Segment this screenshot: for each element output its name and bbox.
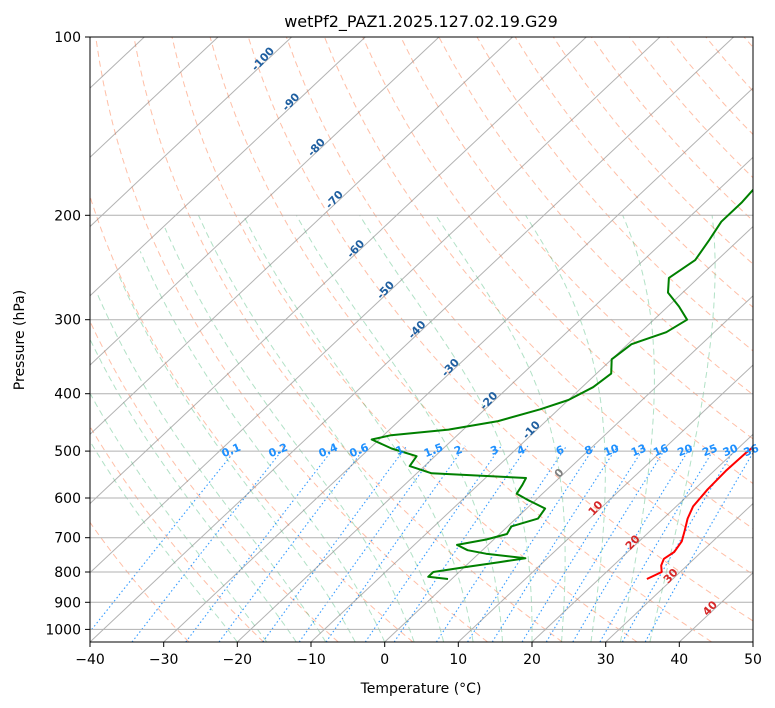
isotherm-line: [90, 37, 292, 228]
mixing-ratio-line: [491, 445, 619, 642]
dry-adiabat: [514, 37, 753, 308]
temperature-profile-line: [646, 445, 753, 580]
isotherm-line: [384, 295, 753, 642]
y-tick-label: 900: [54, 595, 81, 611]
dry-adiabat: [95, 37, 488, 642]
mixing-ratio-line: [467, 445, 596, 642]
isotherm-line: [457, 364, 753, 642]
profile-lines: [370, 188, 753, 580]
y-axis-label: Pressure (hPa): [12, 290, 28, 390]
x-tick-label: 20: [523, 652, 541, 668]
mixing-ratio-label-13: 16: [651, 441, 670, 459]
isotherm-line: [90, 37, 219, 158]
x-tick-label: 10: [449, 652, 467, 668]
mixing-ratio-line: [599, 445, 717, 642]
moist-adiabat: [619, 215, 655, 642]
plot-frame: [89, 36, 754, 643]
y-tick-label: 1000: [45, 622, 81, 638]
dry-adiabat: [90, 425, 264, 642]
x-tick-label: −10: [296, 652, 326, 668]
x-axis-ticks: −40 −30 −20 −10 0 10 20 30 40 50: [75, 642, 762, 668]
moist-adiabat: [243, 215, 474, 642]
y-tick-label: 200: [54, 208, 81, 224]
mixing-ratio-line: [325, 445, 466, 642]
mixing-ratio-label-11: 10: [602, 441, 621, 459]
moist-adiabat: [435, 215, 566, 642]
y-tick-label: 100: [54, 30, 81, 46]
chart-title: wetPf2_PAZ1.2025.127.02.19.G29: [284, 12, 558, 32]
dry-adiabat: [209, 37, 712, 642]
mixing-ratio-label-16: 30: [721, 441, 740, 459]
isotherm-line: [90, 37, 513, 435]
isotherm-line: [90, 37, 366, 297]
moist-adiabat: [649, 215, 716, 642]
x-axis-label: Temperature (°C): [360, 681, 482, 697]
mixing-ratio-line: [572, 445, 692, 642]
y-axis-ticks: 100 200 300 400 500 600 700 800 900 1000: [45, 30, 90, 638]
mixing-ratio-line: [545, 445, 668, 642]
mixing-ratio-line: [298, 445, 441, 642]
moist-adiabat: [117, 272, 356, 642]
isotherm-line: [236, 156, 753, 642]
pressure-grid: [90, 37, 753, 630]
y-tick-label: 800: [54, 565, 81, 581]
dry-adiabat: [324, 37, 753, 530]
mixing-ratio-label-4: 1: [394, 443, 406, 458]
isotherm-line: [310, 225, 753, 642]
dewpoint-profile-line: [370, 188, 753, 580]
mixing-ratio-line: [131, 445, 287, 642]
mixing-ratio-label-15: 25: [700, 442, 719, 460]
x-tick-label: 50: [744, 652, 762, 668]
y-tick-label: 500: [54, 444, 81, 460]
mixing-ratio-label-12: 13: [629, 442, 648, 460]
isotherm-line: [163, 87, 753, 642]
x-tick-label: −20: [223, 652, 253, 668]
x-tick-label: 40: [670, 652, 688, 668]
moist-adiabat: [90, 392, 268, 642]
y-tick-label: 700: [54, 531, 81, 547]
moist-adiabat: [164, 227, 415, 642]
mixing-ratio-label-14: 20: [676, 441, 695, 459]
x-tick-label: −40: [75, 652, 105, 668]
isotherm-line: [90, 37, 440, 366]
mixing-ratio-label-7: 3: [489, 443, 501, 458]
y-tick-label: 600: [54, 491, 81, 507]
x-tick-label: −30: [149, 652, 179, 668]
mixing-ratio-line: [364, 445, 502, 642]
mixing-ratio-label-17: 36: [742, 441, 761, 459]
x-tick-label: 0: [380, 652, 389, 668]
background-lines: [90, 37, 753, 642]
x-tick-label: 30: [597, 652, 615, 668]
dry-adiabat: [90, 320, 339, 642]
mixing-ratio-line: [218, 445, 367, 642]
isotherm-line: [531, 433, 753, 642]
isotherm-line: [90, 37, 587, 505]
mixing-ratio-line: [185, 445, 336, 642]
mixing-ratio-label-10: 8: [583, 443, 595, 458]
isotherm-line: [605, 502, 753, 642]
dry-adiabat: [476, 37, 753, 352]
isotherm-line: [90, 37, 734, 642]
isotherm-line: [90, 37, 661, 574]
y-tick-label: 300: [54, 313, 81, 329]
dry-adiabat: [285, 37, 753, 576]
mixing-ratio-line: [435, 445, 568, 642]
mixing-ratio-label-6: 2: [452, 443, 464, 458]
moist-adiabat: [359, 215, 533, 642]
dry-adiabat: [171, 37, 638, 642]
mixing-ratio-line: [521, 445, 646, 642]
dry-adiabat: [247, 37, 753, 622]
y-tick-label: 400: [54, 387, 81, 403]
